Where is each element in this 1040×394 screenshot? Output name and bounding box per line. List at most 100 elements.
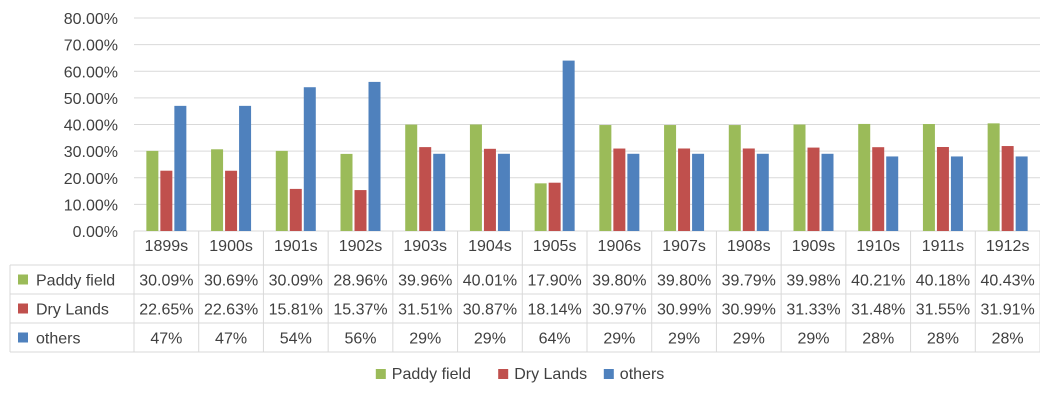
bar-paddy-field <box>211 149 224 231</box>
bar-dry-lands <box>483 148 496 231</box>
table-cell-value: 40.18% <box>916 273 970 290</box>
table-cell-value: 54% <box>280 331 312 348</box>
category-label: 1906s <box>598 238 642 255</box>
bar-dry-lands <box>419 147 432 231</box>
data-table: 1899s 1900s 1901s 1902s 1903s 1904s 1905s 1906s… <box>9 231 1040 353</box>
row-series-label: Dry Lands <box>36 302 109 319</box>
bar-paddy-field <box>340 153 353 231</box>
y-axis: 0.00% 10.00% 20.00% 30.00% 40.00% 50.00% 60.00… <box>64 11 118 241</box>
table-cell-value: 30.69% <box>204 273 258 290</box>
category-label: 1899s <box>145 238 189 255</box>
bar-dry-lands <box>678 148 691 231</box>
table-cell-value: 40.21% <box>851 273 905 290</box>
y-tick-label: 20.00% <box>64 171 118 188</box>
y-tick-label: 0.00% <box>73 224 118 241</box>
bar-others <box>433 153 446 231</box>
table-cell-value: 40.01% <box>463 273 517 290</box>
bar-paddy-field <box>275 150 288 231</box>
bar-paddy-field <box>922 124 935 231</box>
legend-label: Paddy field <box>392 366 471 383</box>
table-cell-value: 39.80% <box>592 273 646 290</box>
bar-dry-lands <box>872 147 885 231</box>
category-label: 1901s <box>274 238 318 255</box>
category-label: 1911s <box>922 238 964 255</box>
bar-others <box>950 156 963 231</box>
row-legend-key <box>18 274 28 285</box>
bar-others <box>562 60 575 231</box>
bar-others <box>303 87 316 231</box>
bar-paddy-field <box>728 125 741 231</box>
table-cell-value: 29% <box>409 331 441 348</box>
legend-key <box>498 369 509 379</box>
bar-dry-lands <box>354 190 367 231</box>
bar-others <box>627 153 640 231</box>
table-cell-value: 39.98% <box>786 273 840 290</box>
table-cell-value: 17.90% <box>528 273 582 290</box>
bar-dry-lands <box>742 148 755 231</box>
table-cell-value: 28% <box>992 331 1024 348</box>
bar-dry-lands <box>1001 146 1014 231</box>
table-cell-value: 30.97% <box>592 302 646 319</box>
bar-paddy-field <box>599 125 612 231</box>
legend: Paddy field Dry Lands others <box>375 366 664 383</box>
y-tick-label: 60.00% <box>64 64 118 81</box>
category-label: 1903s <box>403 238 447 255</box>
table-cell-value: 39.79% <box>722 273 776 290</box>
table-cell-value: 28% <box>927 331 959 348</box>
category-label: 1912s <box>986 238 1030 255</box>
category-label: 1902s <box>339 238 383 255</box>
table-cell-value: 28.96% <box>333 273 387 290</box>
bar-others <box>886 156 899 231</box>
table-cell-value: 28% <box>862 331 894 348</box>
table-cell-value: 15.37% <box>333 302 387 319</box>
table-cell-value: 29% <box>797 331 829 348</box>
table-cell-value: 18.14% <box>528 302 582 319</box>
table-cell-value: 31.33% <box>786 302 840 319</box>
bars <box>146 60 1028 232</box>
bar-others <box>1015 156 1028 231</box>
y-tick-label: 70.00% <box>64 38 118 55</box>
table-cell-value: 29% <box>474 331 506 348</box>
table-cell-value: 30.99% <box>657 302 711 319</box>
bar-paddy-field <box>534 183 547 231</box>
bar-dry-lands <box>289 188 302 231</box>
table-cell-value: 47% <box>150 331 182 348</box>
category-label: 1908s <box>727 238 771 255</box>
table-cell-value: 30.87% <box>463 302 517 319</box>
category-label: 1907s <box>662 238 706 255</box>
bar-dry-lands <box>225 170 238 231</box>
table-cell-value: 29% <box>668 331 700 348</box>
bar-others <box>174 105 187 231</box>
row-series-label: Paddy field <box>36 273 115 290</box>
table-cell-value: 39.96% <box>398 273 452 290</box>
row-series-label: others <box>36 331 80 348</box>
bar-paddy-field <box>469 124 482 231</box>
table-cell-value: 31.55% <box>916 302 970 319</box>
table-cell-value: 15.81% <box>269 302 323 319</box>
legend-key <box>603 369 614 379</box>
bar-dry-lands <box>548 182 561 231</box>
table-cell-value: 64% <box>539 331 571 348</box>
category-label: 1909s <box>792 238 836 255</box>
bar-dry-lands <box>160 170 173 231</box>
legend-label: others <box>620 366 664 383</box>
bar-others <box>239 105 252 231</box>
row-legend-key <box>18 332 28 343</box>
row-legend-key <box>18 303 28 314</box>
bar-paddy-field <box>664 125 677 231</box>
table-cell-value: 29% <box>603 331 635 348</box>
bar-others <box>821 153 834 231</box>
bar-others <box>756 153 769 231</box>
y-tick-label: 80.00% <box>64 11 118 28</box>
table-cell-value: 47% <box>215 331 247 348</box>
table-cell-value: 30.99% <box>722 302 776 319</box>
category-label: 1900s <box>209 238 253 255</box>
y-tick-label: 50.00% <box>64 91 118 108</box>
bar-paddy-field <box>793 124 806 231</box>
bar-paddy-field <box>405 124 418 231</box>
bar-dry-lands <box>807 147 820 231</box>
bar-paddy-field <box>858 123 871 231</box>
bar-paddy-field <box>987 123 1000 231</box>
table-cell-value: 31.48% <box>851 302 905 319</box>
